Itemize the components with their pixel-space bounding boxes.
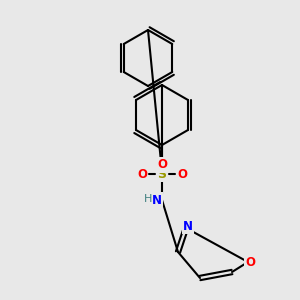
Text: N: N [183, 220, 193, 232]
Text: O: O [157, 158, 167, 172]
Text: O: O [245, 256, 255, 268]
Text: O: O [177, 167, 187, 181]
Text: S: S [158, 167, 166, 181]
Text: N: N [152, 194, 162, 206]
Text: O: O [137, 167, 147, 181]
Text: H: H [144, 194, 152, 204]
